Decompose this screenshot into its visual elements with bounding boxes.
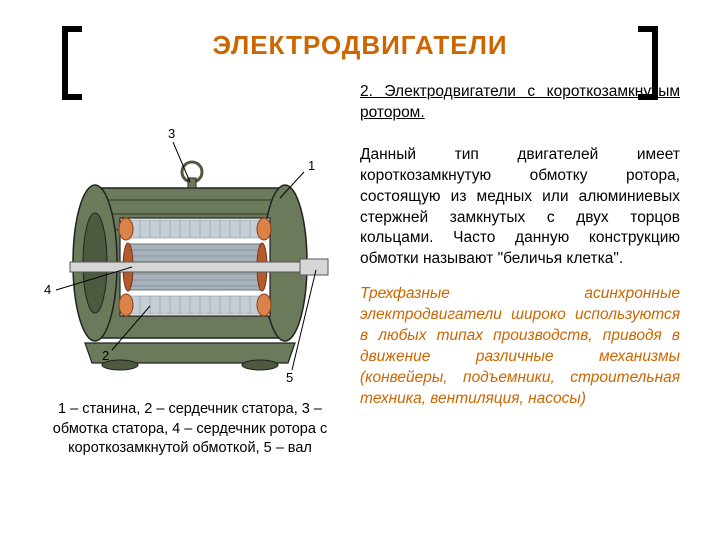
callout-2: 2 [102,348,109,363]
section-body: Данный тип двигателей имеет короткозамкн… [360,145,680,271]
motor-diagram: 1 2 3 4 5 [40,118,340,388]
motor-base [85,343,295,370]
callout-4: 4 [44,282,51,297]
callout-3: 3 [168,126,175,141]
callout-5: 5 [286,370,293,385]
text-column: 2. Электродвигатели с короткозамкнутым р… [360,82,680,410]
figure-caption: 1 – станина, 2 – сердечник статора, 3 – … [40,400,340,459]
callout-1: 1 [308,158,315,173]
applications-note: Трехфазные асинхронные электродвигатели … [360,284,680,410]
section-heading: 2. Электродвигатели с короткозамкнутым р… [360,82,680,145]
page-title: ЭЛЕКТРОДВИГАТЕЛИ [0,30,720,61]
lifting-eye [182,162,202,188]
motor-figure: 1 2 3 4 5 1 – станина, 2 – сердечник ста… [40,118,340,459]
